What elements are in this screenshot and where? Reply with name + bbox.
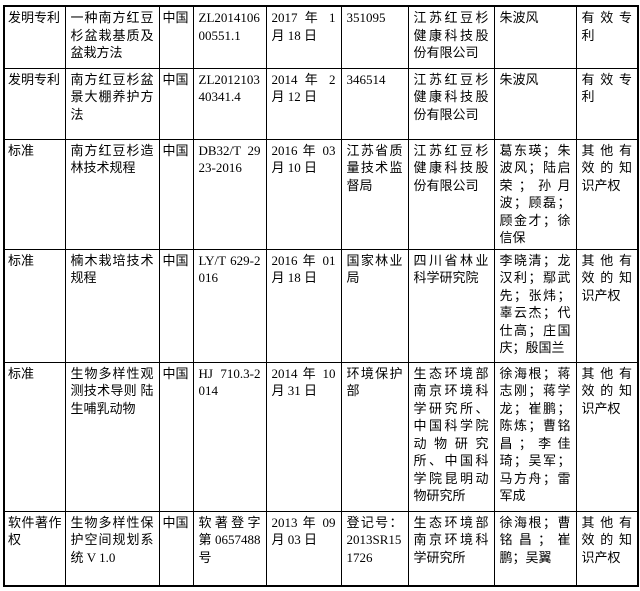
cell-number: ZL201410600551.1 — [192, 5, 267, 69]
cell-cert-number: 登记号：2013SR151726 — [340, 510, 409, 587]
cell-ip-type: 发明专利 — [3, 67, 66, 140]
table-row: 标准 南方红豆杉造林技术规程 中国 DB32/T 2923-2016 2016 … — [3, 138, 639, 250]
cell-ip-name: 南方红豆杉盆景大棚养护方法 — [64, 67, 160, 140]
cell-number: ZL201210340341.4 — [192, 67, 267, 140]
cell-country: 中国 — [158, 361, 194, 512]
cell-status: 其他有效的知识产权 — [575, 248, 639, 363]
cell-country: 中国 — [158, 248, 194, 363]
cell-cert-number: 环境保护部 — [340, 361, 409, 512]
cell-cert-number: 351095 — [340, 5, 409, 69]
cell-date: 2014 年 10 月 31 日 — [265, 361, 342, 512]
cell-ip-name: 南方红豆杉造林技术规程 — [64, 138, 160, 250]
table-row: 发明专利 南方红豆杉盆景大棚养护方法 中国 ZL201210340341.4 2… — [3, 67, 639, 140]
cell-country: 中国 — [158, 510, 194, 587]
cell-ip-name: 一种南方红豆杉盆栽基质及盆栽方法 — [64, 5, 160, 69]
cell-date: 2014 年 2 月 12 日 — [265, 67, 342, 140]
cell-ip-type: 标准 — [3, 138, 66, 250]
cell-number: LY/T 629-2016 — [192, 248, 267, 363]
cell-cert-number: 江苏省质量技术监督局 — [340, 138, 409, 250]
cell-date: 2017 年 1 月 18 日 — [265, 5, 342, 69]
cell-number: HJ 710.3-2014 — [192, 361, 267, 512]
cell-organization: 生态环境部南京环境科学研究所、中国科学院动物研究所、中国科学院昆明动物研究所 — [407, 361, 495, 512]
cell-inventors: 徐海根；曹铭昌；崔鹏；吴翼 — [493, 510, 577, 587]
cell-organization: 江苏红豆杉健康科技股份有限公司 — [407, 5, 495, 69]
cell-date: 2013 年 09 月 03 日 — [265, 510, 342, 587]
cell-number: DB32/T 2923-2016 — [192, 138, 267, 250]
cell-status: 其他有效的知识产权 — [575, 138, 639, 250]
cell-date: 2016 年 01 月 18 日 — [265, 248, 342, 363]
cell-country: 中国 — [158, 138, 194, 250]
table-row: 软件著作权 生物多样性保护空间规划系统 V 1.0 中国 软著登字第065748… — [3, 510, 639, 587]
cell-ip-type: 软件著作权 — [3, 510, 66, 587]
cell-organization: 四川省林业科学研究院 — [407, 248, 495, 363]
cell-status: 其他有效的知识产权 — [575, 510, 639, 587]
cell-organization: 江苏红豆杉健康科技股份有限公司 — [407, 67, 495, 140]
cell-country: 中国 — [158, 5, 194, 69]
cell-cert-number: 国家林业局 — [340, 248, 409, 363]
cell-inventors: 葛东瑛；朱波风；陆启荣；孙月波；顾磊；顾金才；徐信保 — [493, 138, 577, 250]
cell-ip-type: 标准 — [3, 248, 66, 363]
cell-status: 有效专利 — [575, 67, 639, 140]
cell-date: 2016 年 03 月 10 日 — [265, 138, 342, 250]
cell-ip-name: 生物多样性保护空间规划系统 V 1.0 — [64, 510, 160, 587]
cell-number: 软著登字第0657488号 — [192, 510, 267, 587]
cell-cert-number: 346514 — [340, 67, 409, 140]
table-row: 标准 生物多样性观测技术导则 陆生哺乳动物 中国 HJ 710.3-2014 2… — [3, 361, 639, 512]
ip-table: 发明专利 一种南方红豆杉盆栽基质及盆栽方法 中国 ZL201410600551.… — [3, 5, 639, 587]
table-row: 发明专利 一种南方红豆杉盆栽基质及盆栽方法 中国 ZL201410600551.… — [3, 5, 639, 69]
cell-inventors: 徐海根；蒋志刚；蒋学龙；崔鹏；陈炼；曹铭昌；李佳琦；吴军；马方舟；雷军成 — [493, 361, 577, 512]
cell-status: 有效专利 — [575, 5, 639, 69]
cell-inventors: 朱波风 — [493, 5, 577, 69]
cell-inventors: 朱波风 — [493, 67, 577, 140]
cell-organization: 生态环境部南京环境科学研究所 — [407, 510, 495, 587]
cell-ip-name: 生物多样性观测技术导则 陆生哺乳动物 — [64, 361, 160, 512]
cell-ip-name: 楠木栽培技术规程 — [64, 248, 160, 363]
cell-ip-type: 标准 — [3, 361, 66, 512]
cell-country: 中国 — [158, 67, 194, 140]
cell-inventors: 李晓清；龙汉利；鄢武先；张炜；辜云杰；代仕高；庄国庆；殷国兰 — [493, 248, 577, 363]
cell-status: 其他有效的知识产权 — [575, 361, 639, 512]
cell-organization: 江苏红豆杉健康科技股份有限公司 — [407, 138, 495, 250]
table-row: 标准 楠木栽培技术规程 中国 LY/T 629-2016 2016 年 01 月… — [3, 248, 639, 363]
cell-ip-type: 发明专利 — [3, 5, 66, 69]
